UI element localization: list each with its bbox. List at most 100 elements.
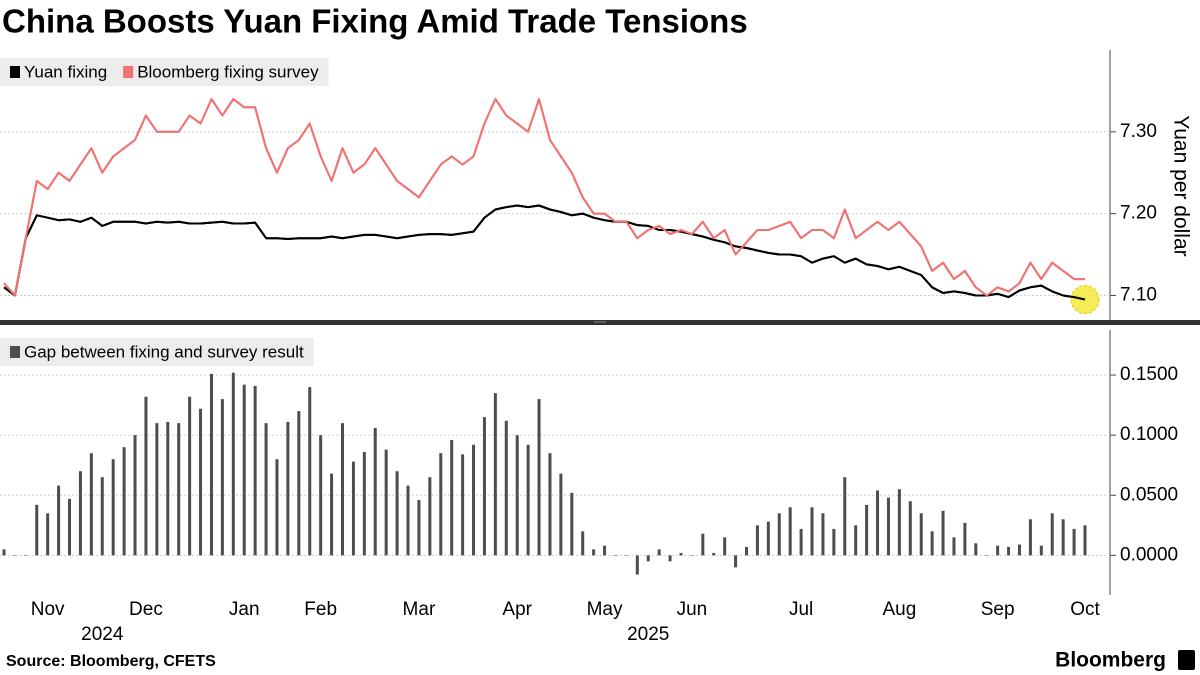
source-note: Source: Bloomberg, CFETS <box>6 653 216 670</box>
bar <box>635 555 639 575</box>
bar <box>821 513 825 556</box>
bar <box>1028 519 1032 556</box>
bar <box>395 471 399 556</box>
bar <box>308 387 312 556</box>
x-tick-label: Nov <box>31 599 65 620</box>
bar <box>613 555 617 556</box>
bar <box>417 500 421 556</box>
x-tick-label: Oct <box>1070 599 1100 620</box>
bar <box>89 453 93 556</box>
bar <box>777 513 781 556</box>
bar <box>13 555 17 556</box>
bar <box>581 531 585 556</box>
bar <box>712 552 716 556</box>
chart-title: China Boosts Yuan Fixing Amid Trade Tens… <box>2 3 748 40</box>
bar <box>1050 513 1054 556</box>
bar <box>810 507 814 556</box>
legend-label: Bloomberg fixing survey <box>137 62 319 81</box>
bar <box>745 546 749 556</box>
x-tick-label: Feb <box>304 599 337 620</box>
bar <box>952 537 956 556</box>
bar <box>701 533 705 556</box>
legend-background <box>0 58 329 86</box>
legend: Yuan fixing Bloomberg fixing survey <box>0 58 329 86</box>
x-tick-label: Sep <box>981 599 1015 620</box>
bar <box>766 521 770 556</box>
bar <box>908 501 912 556</box>
bar <box>231 372 235 556</box>
bar <box>450 439 454 556</box>
bar <box>144 396 148 556</box>
bar <box>242 384 246 556</box>
bar <box>482 417 486 556</box>
bar <box>974 543 978 556</box>
brand-icon <box>1178 650 1195 670</box>
bar <box>111 459 115 556</box>
bar <box>1061 519 1065 556</box>
bar <box>679 552 683 556</box>
legend: Gap between fixing and survey result <box>0 338 314 366</box>
bar <box>24 555 28 556</box>
bar <box>209 373 213 556</box>
bar <box>362 451 366 556</box>
bar <box>1007 546 1011 556</box>
line-series <box>3 98 1085 297</box>
bar <box>275 459 279 556</box>
legend-label: Yuan fixing <box>24 62 107 81</box>
bar <box>723 537 727 556</box>
legend-background <box>0 338 314 366</box>
line-series <box>3 204 1086 301</box>
line-series <box>3 98 1085 297</box>
y-axis-title: Yuan per dollar <box>1169 115 1192 256</box>
bar <box>592 549 596 556</box>
bar <box>865 504 869 556</box>
y-tick-label: 0.1000 <box>1120 424 1178 445</box>
bar <box>854 525 858 556</box>
y-tick-label: 7.10 <box>1120 284 1157 305</box>
x-tick-label: Jul <box>789 599 813 620</box>
bar <box>570 492 574 556</box>
bar <box>340 423 344 556</box>
bar <box>734 555 738 568</box>
bar <box>963 522 967 556</box>
bar <box>603 545 607 556</box>
bar <box>351 461 355 556</box>
bar <box>919 513 923 556</box>
bar <box>996 545 1000 556</box>
x-tick-label: May <box>587 599 623 620</box>
y-tick-label: 7.20 <box>1120 203 1157 224</box>
legend-swatch <box>10 346 20 358</box>
bar <box>548 453 552 556</box>
bar <box>35 504 39 556</box>
bar <box>755 525 759 556</box>
bar <box>68 498 72 556</box>
y-tick-label: 0.0000 <box>1120 544 1178 565</box>
bar <box>439 453 443 556</box>
bar <box>319 435 323 556</box>
bar <box>668 555 672 562</box>
x-tick-label: Jun <box>677 599 708 620</box>
bar <box>100 477 104 556</box>
bar <box>876 490 880 556</box>
bar <box>930 531 934 556</box>
bar <box>166 421 170 556</box>
bar <box>46 513 50 556</box>
bar <box>1072 528 1076 556</box>
bar <box>843 477 847 556</box>
bar <box>526 444 530 556</box>
bar <box>286 421 290 556</box>
bar <box>1039 545 1043 556</box>
bar <box>646 555 650 562</box>
y-tick-label: 7.30 <box>1120 121 1157 142</box>
x-year-label: 2024 <box>81 624 124 645</box>
bar <box>264 423 268 556</box>
bar <box>428 477 432 556</box>
bar <box>133 435 137 556</box>
legend-swatch <box>123 66 134 78</box>
bar <box>330 473 334 556</box>
bar <box>624 555 628 556</box>
y-tick-label: 0.1500 <box>1120 364 1178 385</box>
bar <box>799 528 803 556</box>
bar <box>941 510 945 556</box>
